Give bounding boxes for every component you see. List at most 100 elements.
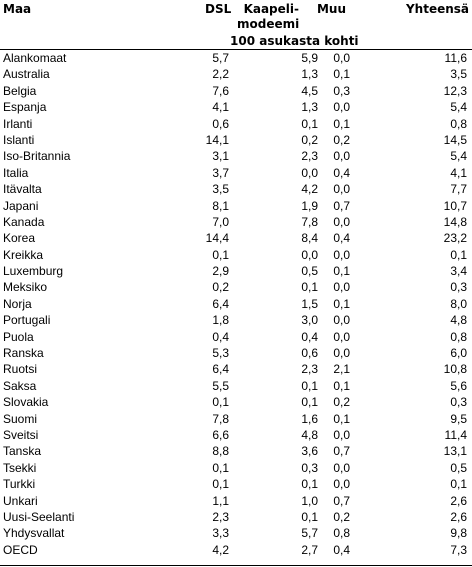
cell-other: 0,4: [333, 231, 350, 246]
cell-cable-modem: 0,1: [301, 477, 318, 492]
cell-other: 0,1: [333, 67, 350, 82]
table-header: Maa DSL Kaapeli- modeemi Muu Yhteensä 10…: [0, 0, 472, 49]
cell-other: 0,2: [333, 132, 350, 147]
cell-cable-modem: 1,3: [301, 67, 318, 82]
cell-country: Italia: [3, 165, 29, 180]
cell-other: 0,7: [333, 444, 350, 459]
cell-other: 0,8: [333, 526, 350, 541]
table-row: Meksiko 0,2 0,1 0,0 0,3: [0, 279, 472, 295]
cell-other: 0,1: [333, 116, 350, 131]
header-cable-modem: Kaapeli- modeemi: [237, 2, 300, 31]
table-row: Italia 3,7 0,0 0,4 4,1: [0, 165, 472, 181]
cell-cable-modem: 1,6: [301, 411, 318, 426]
cell-cable-modem: 0,0: [301, 247, 318, 262]
cell-dsl: 6,6: [212, 427, 229, 442]
cell-total: 0,8: [450, 329, 467, 344]
cell-total: 3,5: [450, 67, 467, 82]
cell-cable-modem: 1,0: [301, 493, 318, 508]
cell-total: 9,8: [450, 526, 467, 541]
table-row: Sveitsi 6,6 4,8 0,0 11,4: [0, 427, 472, 443]
header-dsl: DSL: [205, 2, 232, 16]
cell-total: 4,1: [450, 165, 467, 180]
table-row: Suomi 7,8 1,6 0,1 9,5: [0, 411, 472, 427]
cell-country: Ruotsi: [3, 362, 38, 377]
table-row: Kanada 7,0 7,8 0,0 14,8: [0, 214, 472, 230]
cell-other: 0,2: [333, 509, 350, 524]
table-row: Yhdysvallat 3,3 5,7 0,8 9,8: [0, 525, 472, 541]
cell-other: 0,1: [333, 378, 350, 393]
table-row: Tsekki 0,1 0,3 0,0 0,5: [0, 460, 472, 476]
cell-other: 0,2: [333, 395, 350, 410]
cell-total: 11,6: [444, 51, 467, 65]
cell-total: 9,5: [450, 411, 467, 426]
cell-total: 0,3: [450, 395, 467, 410]
cell-cable-modem: 8,4: [301, 231, 318, 246]
cell-country: Portugali: [3, 313, 51, 328]
cell-cable-modem: 0,1: [301, 395, 318, 410]
table-row: Tanska 8,8 3,6 0,7 13,1: [0, 443, 472, 459]
cell-total: 6,0: [450, 346, 467, 361]
cell-total: 3,4: [450, 264, 467, 279]
cell-cable-modem: 5,9: [301, 51, 318, 65]
cell-other: 0,0: [333, 427, 350, 442]
cell-cable-modem: 3,6: [301, 444, 318, 459]
header-unit: 100 asukasta kohti: [230, 34, 359, 48]
cell-dsl: 8,1: [212, 198, 229, 213]
cell-total: 12,3: [443, 83, 467, 98]
cell-dsl: 6,4: [212, 362, 229, 377]
cell-cable-modem: 4,5: [301, 83, 318, 98]
cell-dsl: 0,6: [212, 116, 229, 131]
cell-total: 4,8: [450, 313, 467, 328]
cell-total: 8,0: [450, 296, 467, 311]
cell-other: 0,0: [333, 313, 350, 328]
cell-other: 0,4: [333, 165, 350, 180]
cell-country: Itävalta: [3, 182, 42, 197]
cell-dsl: 3,7: [212, 165, 229, 180]
table-row: Ranska 5,3 0,6 0,0 6,0: [0, 345, 472, 361]
cell-cable-modem: 7,8: [301, 214, 318, 229]
table-row: Unkari 1,1 1,0 0,7 2,6: [0, 493, 472, 509]
cell-total: 0,5: [450, 460, 467, 475]
cell-other: 0,0: [333, 477, 350, 492]
table-row: Espanja 4,1 1,3 0,0 5,4: [0, 99, 472, 115]
table-row: Uusi-Seelanti 2,3 0,1 0,2 2,6: [0, 509, 472, 525]
cell-dsl: 6,4: [212, 296, 229, 311]
cell-dsl: 0,2: [212, 280, 229, 295]
cell-other: 0,0: [333, 329, 350, 344]
cell-dsl: 5,3: [212, 346, 229, 361]
cell-other: 0,4: [333, 542, 350, 557]
header-other: Muu: [316, 2, 346, 16]
cell-other: 0,0: [333, 100, 350, 115]
cell-country: Espanja: [3, 100, 47, 115]
cell-cable-modem: 1,5: [301, 296, 318, 311]
bottom-rule: [0, 565, 472, 566]
table-row: Iso-Britannia 3,1 2,3 0,0 5,4: [0, 148, 472, 164]
cell-cable-modem: 1,3: [301, 100, 318, 115]
header-country: Maa: [3, 2, 32, 16]
cell-total: 0,1: [450, 247, 467, 262]
table-body: Alankomaat 5,7 5,9 0,0 11,6 Australia 2,2 1,3 0,…: [0, 50, 472, 558]
cell-country: Saksa: [3, 378, 37, 393]
cell-dsl: 2,2: [212, 67, 229, 82]
cell-total: 7,7: [450, 182, 467, 197]
cell-dsl: 0,1: [212, 460, 229, 475]
cell-total: 5,4: [450, 100, 467, 115]
cell-country: Kanada: [3, 214, 45, 229]
cell-other: 0,7: [333, 198, 350, 213]
cell-country: Japani: [3, 198, 39, 213]
table-row: Portugali 1,8 3,0 0,0 4,8: [0, 312, 472, 328]
cell-dsl: 4,1: [212, 100, 229, 115]
cell-cable-modem: 0,2: [301, 132, 318, 147]
cell-country: Tanska: [3, 444, 42, 459]
cell-cable-modem: 0,3: [301, 460, 318, 475]
table-row: Ruotsi 6,4 2,3 2,1 10,8: [0, 361, 472, 377]
table-row: Itävalta 3,5 4,2 0,0 7,7: [0, 181, 472, 197]
table-row: Turkki 0,1 0,1 0,0 0,1: [0, 476, 472, 492]
cell-country: Norja: [3, 296, 32, 311]
cell-dsl: 14,1: [205, 132, 229, 147]
cell-country: OECD: [3, 542, 38, 557]
cell-cable-modem: 2,3: [301, 149, 318, 164]
cell-country: Yhdysvallat: [3, 526, 65, 541]
cell-total: 0,8: [450, 116, 467, 131]
cell-other: 0,0: [333, 182, 350, 197]
